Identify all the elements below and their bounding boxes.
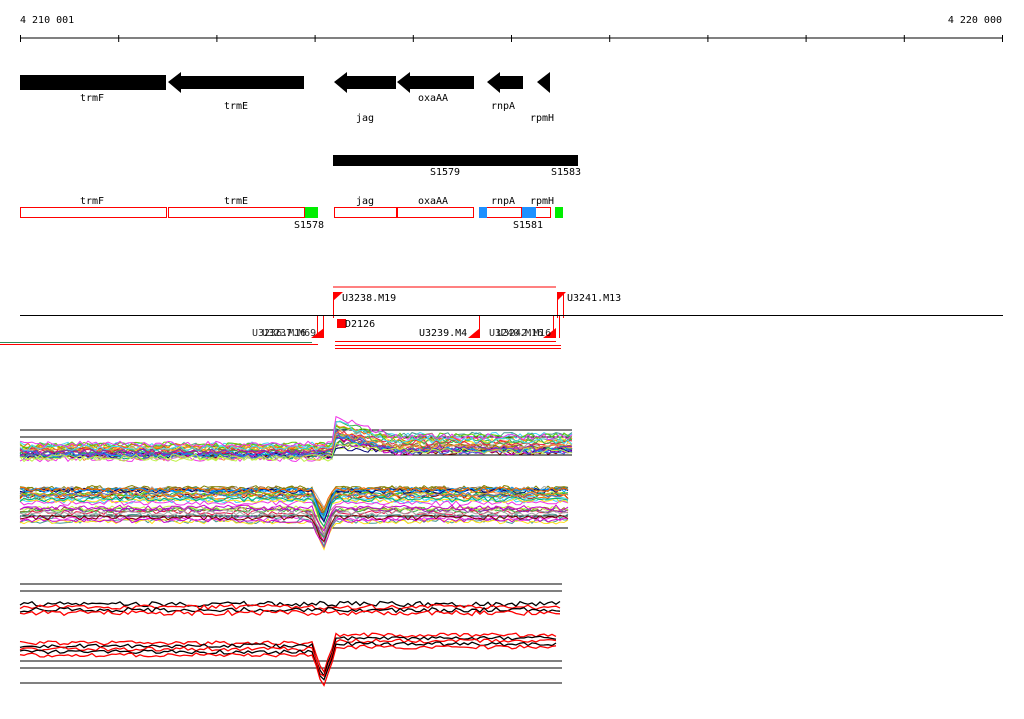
segment-label-oxaAA: oxaAA bbox=[418, 196, 448, 207]
signal-trace bbox=[19, 415, 573, 448]
signal-trace bbox=[19, 506, 569, 538]
feature-track: U3238.M19 U3241.M13 D2126 U3236.M16 U323… bbox=[0, 286, 1003, 349]
signal-trace bbox=[19, 486, 569, 511]
signal-trace bbox=[19, 513, 569, 548]
segment-track: trmF trmE S1578 jag oxaAA rnpA rpmH S158… bbox=[20, 196, 563, 231]
feature-flag-U3238 bbox=[333, 292, 343, 301]
signal-trace bbox=[19, 504, 569, 532]
feature-label-U3241.M13[interactable]: U3241.M13 bbox=[567, 293, 621, 304]
signal-trace bbox=[19, 505, 569, 530]
gene-label-rnpA: rnpA bbox=[491, 101, 515, 112]
signal-trace bbox=[19, 496, 569, 528]
gene-trmF[interactable]: trmF bbox=[20, 75, 166, 104]
segment-oxaAA[interactable] bbox=[397, 207, 474, 218]
feature-label-U3240.M16[interactable]: U3240.M16 bbox=[489, 328, 543, 339]
segment-label-rnpA: rnpA bbox=[491, 196, 515, 207]
segment-label-jag: jag bbox=[356, 196, 374, 207]
signal-trace bbox=[19, 491, 569, 513]
marker-green-1 bbox=[305, 207, 318, 218]
gene-label-rpmH: rpmH bbox=[530, 113, 554, 124]
signal-trace bbox=[19, 517, 569, 549]
marker-blue-2 bbox=[522, 207, 536, 218]
feature-label-U3236.M16[interactable]: U3236.M16 bbox=[252, 328, 306, 339]
signal-trace bbox=[19, 635, 557, 678]
gene-label-jag: jag bbox=[356, 113, 374, 124]
segment-trmF[interactable] bbox=[20, 207, 167, 218]
signal-trace bbox=[19, 603, 561, 611]
signal-trace bbox=[19, 420, 573, 452]
transcript-label-S1583: S1583 bbox=[551, 167, 581, 178]
signal-trace bbox=[19, 510, 569, 537]
expression-signal-middle bbox=[19, 484, 569, 551]
signal-trace bbox=[19, 442, 573, 456]
gene-rnpA[interactable]: rnpA bbox=[487, 72, 523, 112]
signal-trace bbox=[19, 487, 569, 515]
signal-trace bbox=[19, 514, 569, 543]
feature-box-D2126 bbox=[337, 319, 346, 328]
feature-label-U3238.M19[interactable]: U3238.M19 bbox=[342, 293, 396, 304]
transcript-bar[interactable] bbox=[333, 155, 578, 166]
gene-track: trmF trmE jag oxaAA rnpA rpmH bbox=[20, 72, 554, 124]
gene-rpmH[interactable]: rpmH bbox=[530, 72, 554, 124]
signal-trace bbox=[19, 644, 557, 687]
gene-jag[interactable]: jag bbox=[334, 72, 396, 124]
gene-oxaAA[interactable]: oxaAA bbox=[397, 72, 474, 104]
signal-trace bbox=[19, 638, 557, 678]
coord-start: 4 210 001 bbox=[20, 15, 74, 26]
signal-trace bbox=[19, 429, 573, 453]
transcript-label-S1579: S1579 bbox=[430, 167, 460, 178]
signal-trace bbox=[19, 518, 569, 551]
segment-label-rpmH: rpmH bbox=[530, 196, 554, 207]
coordinate-ruler: 4 210 001 4 220 000 bbox=[20, 15, 1003, 42]
signal-trace bbox=[19, 506, 569, 537]
segment-jag[interactable] bbox=[334, 207, 397, 218]
segment-label-trmF: trmF bbox=[80, 196, 104, 207]
signal-trace bbox=[19, 632, 557, 674]
marker-blue-1 bbox=[479, 207, 487, 218]
segment-trmE[interactable] bbox=[168, 207, 305, 218]
signal-trace bbox=[19, 641, 557, 681]
coord-end: 4 220 000 bbox=[948, 15, 1002, 26]
feature-label-D2126[interactable]: D2126 bbox=[345, 319, 375, 330]
segment-label-S1578: S1578 bbox=[294, 220, 324, 231]
gene-label-oxaAA: oxaAA bbox=[418, 93, 448, 104]
signal-trace bbox=[19, 609, 561, 617]
feature-label-U3239.M4[interactable]: U3239.M4 bbox=[419, 328, 467, 339]
feature-label-U3237.M69[interactable]: U3237.M69 bbox=[262, 328, 316, 339]
signal-trace bbox=[19, 500, 569, 522]
gene-trmE[interactable]: trmE bbox=[168, 72, 304, 112]
signal-trace bbox=[19, 442, 573, 461]
expression-signal-upper bbox=[19, 415, 573, 463]
gene-label-trmF: trmF bbox=[80, 93, 104, 104]
segment-label-trmE: trmE bbox=[224, 196, 248, 207]
feature-flag-U3241 bbox=[557, 292, 566, 301]
transcript-track: S1579 S1583 bbox=[333, 155, 581, 178]
expression-signal-lower bbox=[19, 583, 562, 687]
feature-label-U3242.M16[interactable]: U3242.M16 bbox=[497, 328, 551, 339]
signal-trace bbox=[19, 606, 561, 614]
segment-label-S1581: S1581 bbox=[513, 220, 543, 231]
marker-green-2 bbox=[555, 207, 563, 218]
gene-label-trmE: trmE bbox=[224, 101, 248, 112]
signal-trace bbox=[19, 600, 561, 608]
